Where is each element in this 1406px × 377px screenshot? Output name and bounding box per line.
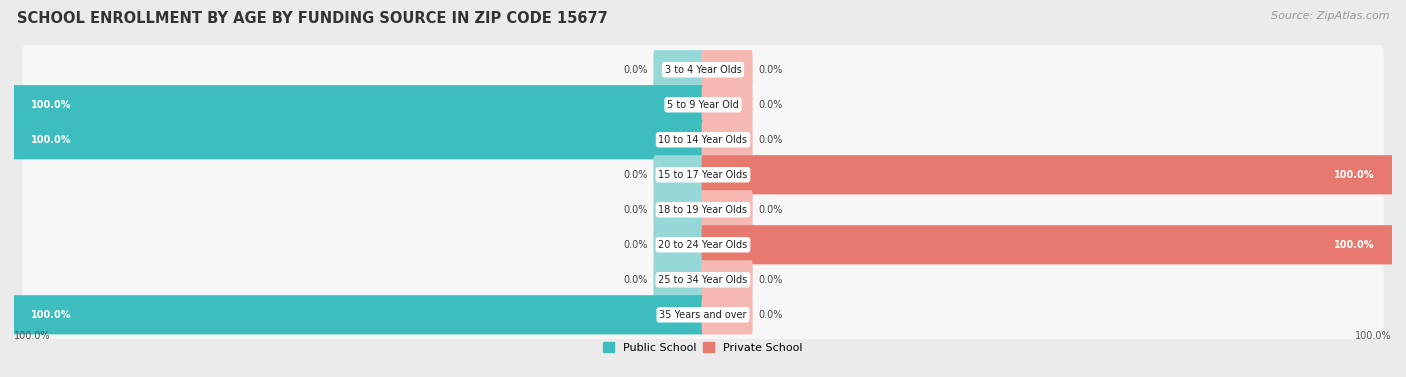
FancyBboxPatch shape <box>702 190 752 229</box>
FancyBboxPatch shape <box>654 190 704 229</box>
Text: 15 to 17 Year Olds: 15 to 17 Year Olds <box>658 170 748 180</box>
FancyBboxPatch shape <box>654 225 704 264</box>
Text: 100.0%: 100.0% <box>14 331 51 342</box>
Text: 100.0%: 100.0% <box>31 100 72 110</box>
FancyBboxPatch shape <box>22 45 1384 94</box>
Text: 0.0%: 0.0% <box>623 275 648 285</box>
FancyBboxPatch shape <box>22 80 1384 129</box>
FancyBboxPatch shape <box>654 155 704 195</box>
FancyBboxPatch shape <box>22 255 1384 304</box>
Text: 3 to 4 Year Olds: 3 to 4 Year Olds <box>665 65 741 75</box>
Text: 0.0%: 0.0% <box>623 65 648 75</box>
Text: 100.0%: 100.0% <box>1334 170 1375 180</box>
FancyBboxPatch shape <box>13 120 704 159</box>
Text: Source: ZipAtlas.com: Source: ZipAtlas.com <box>1271 11 1389 21</box>
Text: 0.0%: 0.0% <box>758 310 783 320</box>
Text: 35 Years and over: 35 Years and over <box>659 310 747 320</box>
FancyBboxPatch shape <box>13 85 704 124</box>
Text: 20 to 24 Year Olds: 20 to 24 Year Olds <box>658 240 748 250</box>
Text: 0.0%: 0.0% <box>758 135 783 145</box>
FancyBboxPatch shape <box>22 185 1384 234</box>
FancyBboxPatch shape <box>654 260 704 299</box>
Text: 0.0%: 0.0% <box>623 240 648 250</box>
FancyBboxPatch shape <box>22 115 1384 164</box>
Text: 0.0%: 0.0% <box>623 170 648 180</box>
Text: 10 to 14 Year Olds: 10 to 14 Year Olds <box>658 135 748 145</box>
Text: 0.0%: 0.0% <box>758 65 783 75</box>
FancyBboxPatch shape <box>702 85 752 124</box>
Text: 0.0%: 0.0% <box>758 275 783 285</box>
FancyBboxPatch shape <box>702 50 752 89</box>
Text: 25 to 34 Year Olds: 25 to 34 Year Olds <box>658 275 748 285</box>
FancyBboxPatch shape <box>702 260 752 299</box>
FancyBboxPatch shape <box>22 220 1384 269</box>
Text: 0.0%: 0.0% <box>623 205 648 215</box>
Text: 100.0%: 100.0% <box>31 310 72 320</box>
FancyBboxPatch shape <box>13 295 704 334</box>
Text: SCHOOL ENROLLMENT BY AGE BY FUNDING SOURCE IN ZIP CODE 15677: SCHOOL ENROLLMENT BY AGE BY FUNDING SOUR… <box>17 11 607 26</box>
Text: 0.0%: 0.0% <box>758 100 783 110</box>
Text: 0.0%: 0.0% <box>758 205 783 215</box>
Text: 18 to 19 Year Olds: 18 to 19 Year Olds <box>658 205 748 215</box>
Text: 5 to 9 Year Old: 5 to 9 Year Old <box>666 100 740 110</box>
Text: 100.0%: 100.0% <box>31 135 72 145</box>
FancyBboxPatch shape <box>702 295 752 334</box>
FancyBboxPatch shape <box>654 50 704 89</box>
Text: 100.0%: 100.0% <box>1334 240 1375 250</box>
Text: 100.0%: 100.0% <box>1355 331 1392 342</box>
FancyBboxPatch shape <box>702 155 1393 195</box>
FancyBboxPatch shape <box>702 120 752 159</box>
FancyBboxPatch shape <box>22 150 1384 199</box>
FancyBboxPatch shape <box>22 290 1384 339</box>
Legend: Public School, Private School: Public School, Private School <box>599 338 807 357</box>
FancyBboxPatch shape <box>702 225 1393 264</box>
